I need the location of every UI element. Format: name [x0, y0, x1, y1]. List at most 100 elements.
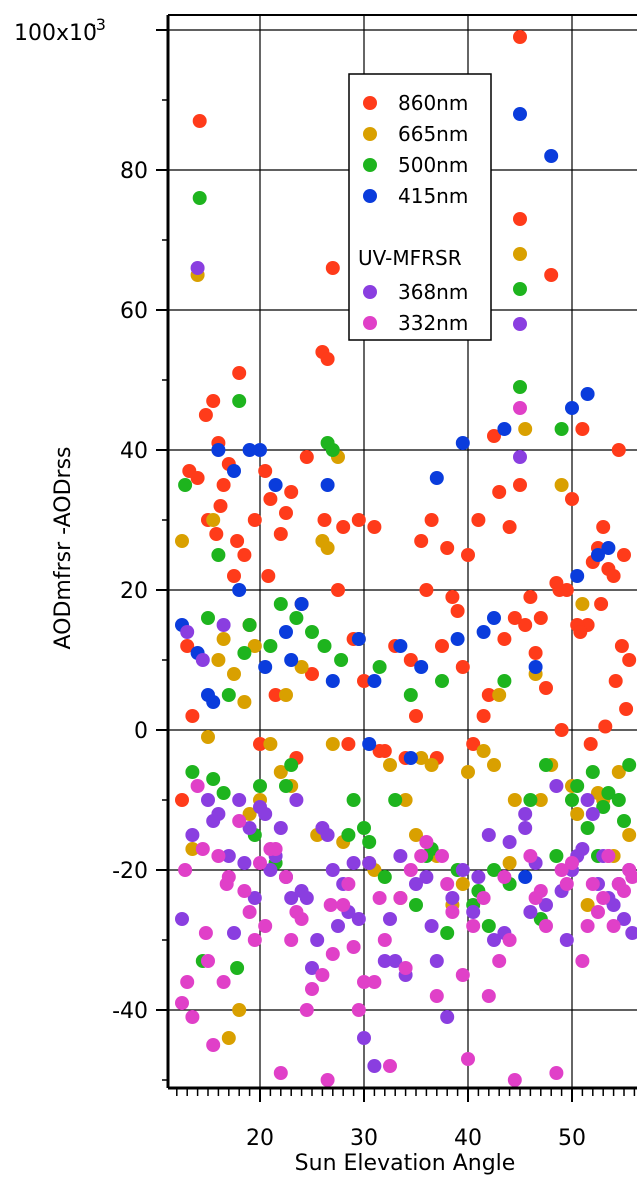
point-665nm [201, 730, 215, 744]
legend-label: 368nm [398, 280, 468, 304]
point-332nm [559, 877, 574, 891]
point-860nm [523, 590, 538, 604]
data-points [175, 30, 637, 1087]
point-860nm [227, 569, 241, 583]
point-332nm [585, 877, 600, 891]
point-860nm [414, 534, 429, 548]
point-500nm [565, 793, 579, 807]
point-332nm [201, 954, 215, 968]
point-368nm [206, 814, 221, 828]
point-500nm [570, 779, 585, 793]
point-860nm [175, 793, 189, 807]
point-368nm [409, 877, 423, 891]
legend-group-heading: UV-MFRSR [358, 246, 462, 270]
point-500nm [334, 653, 349, 667]
x-axis-title: Sun Elevation Angle [295, 1151, 516, 1176]
point-332nm [216, 975, 231, 989]
point-860nm [594, 597, 609, 611]
point-860nm [617, 548, 631, 562]
point-415nm [294, 597, 309, 611]
point-860nm [230, 534, 245, 548]
point-368nm [273, 821, 288, 835]
point-332nm [211, 849, 226, 863]
point-500nm [585, 765, 600, 779]
point-415nm [518, 870, 533, 884]
point-665nm [232, 1003, 247, 1017]
point-860nm [513, 212, 527, 226]
legend-label: 860nm [398, 91, 468, 115]
point-860nm [476, 709, 491, 723]
point-500nm [289, 611, 304, 625]
point-665nm [175, 534, 189, 548]
legend-marker [363, 189, 377, 203]
point-332nm [591, 905, 605, 919]
point-665nm [502, 856, 517, 870]
point-860nm [198, 408, 213, 422]
point-332nm [273, 1066, 288, 1080]
point-332nm [175, 996, 189, 1010]
legend-entries-top: 860nm 665nm 500nm 415nm [363, 91, 468, 208]
point-500nm [481, 919, 496, 933]
point-500nm [273, 597, 288, 611]
point-500nm [435, 674, 449, 688]
point-500nm [539, 758, 553, 772]
point-368nm [315, 821, 330, 835]
point-860nm [180, 639, 195, 653]
y-tick-label: -40 [112, 999, 148, 1024]
point-368nm [362, 856, 377, 870]
point-665nm [487, 758, 501, 772]
point-860nm [598, 719, 613, 734]
point-860nm [528, 646, 543, 660]
point-860nm [622, 653, 637, 667]
point-332nm [253, 856, 267, 870]
point-368nm [502, 835, 517, 849]
point-332nm [190, 779, 205, 793]
point-368nm [424, 919, 439, 933]
point-368nm [180, 625, 195, 639]
point-368nm [625, 926, 637, 940]
point-860nm [209, 527, 224, 541]
point-860nm [539, 681, 553, 695]
point-500nm [513, 380, 527, 394]
point-368nm [580, 793, 595, 807]
point-368nm [445, 891, 460, 905]
point-665nm [409, 828, 423, 842]
point-860nm [440, 541, 455, 555]
point-860nm [192, 114, 207, 128]
point-500nm [192, 191, 207, 205]
point-665nm [247, 639, 262, 653]
point-332nm [325, 947, 340, 961]
legend-label: 332nm [398, 311, 468, 335]
point-665nm [575, 597, 590, 611]
legend-marker [363, 96, 377, 110]
point-415nm [414, 660, 429, 674]
point-860nm [492, 485, 507, 499]
point-332nm [284, 933, 299, 947]
legend-label: 500nm [398, 153, 468, 177]
point-368nm [523, 905, 538, 919]
point-332nm [523, 849, 538, 863]
point-665nm [242, 807, 257, 821]
point-368nm [585, 807, 600, 821]
point-332nm [341, 877, 356, 891]
point-368nm [263, 863, 278, 877]
point-332nm [178, 863, 193, 877]
point-332nm [237, 884, 252, 898]
point-332nm [398, 961, 413, 975]
point-368nm [539, 898, 553, 912]
point-415nm [476, 625, 491, 639]
point-860nm [466, 737, 481, 751]
point-665nm [325, 737, 340, 751]
point-368nm [284, 891, 299, 905]
point-332nm [606, 919, 621, 933]
point-500nm [601, 786, 616, 800]
point-500nm [554, 422, 569, 436]
point-415nm [429, 471, 444, 485]
legend-label: 415nm [398, 184, 468, 208]
point-368nm [393, 849, 408, 863]
point-332nm [596, 891, 611, 905]
y-tick-label: 60 [120, 299, 148, 324]
point-860nm [320, 352, 335, 366]
point-368nm [221, 849, 236, 863]
